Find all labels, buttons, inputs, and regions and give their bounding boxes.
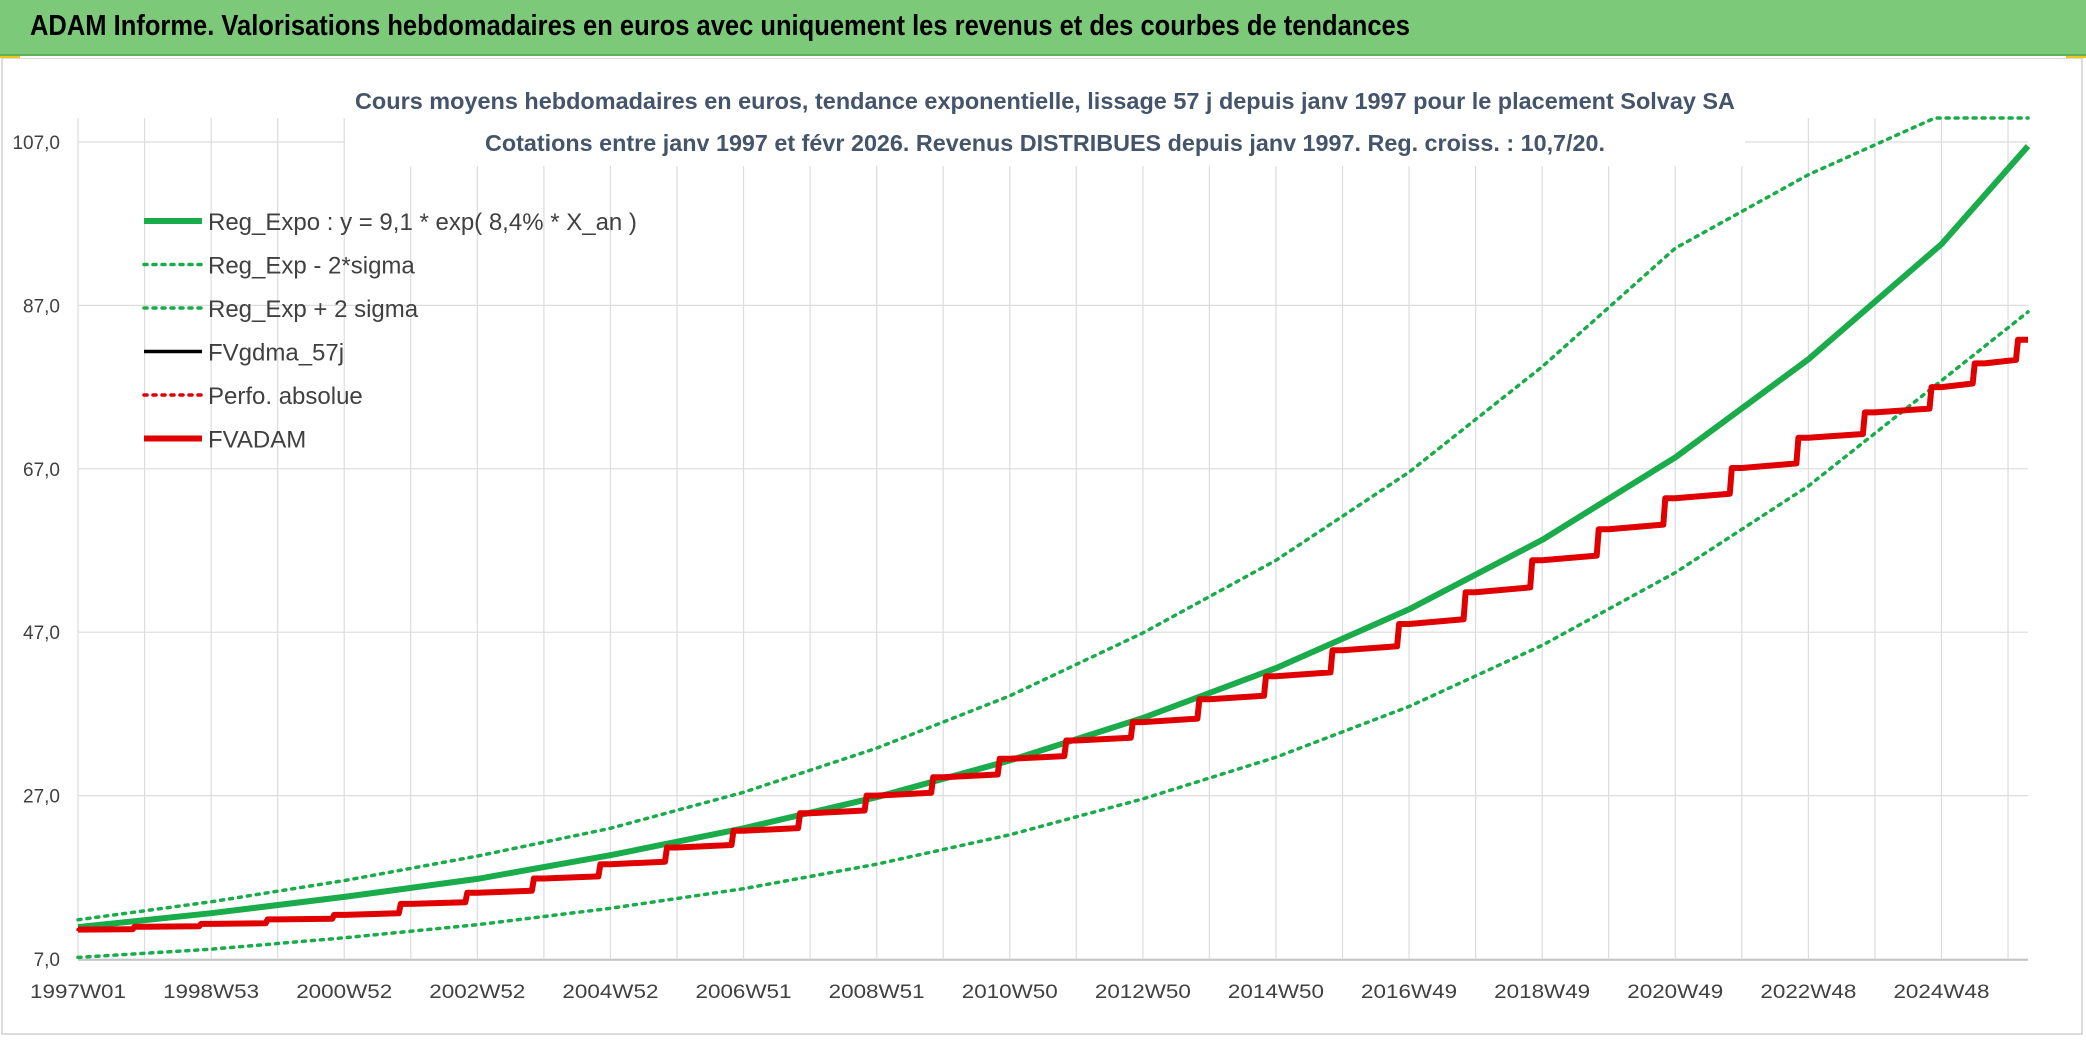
legend-item-perfo-absolue-label: Perfo. absolue [208, 383, 363, 410]
x-tick-label: 2024W48 [1893, 982, 1989, 1003]
x-tick-label: 2018W49 [1494, 982, 1590, 1003]
x-tick-label: 2000W52 [296, 982, 392, 1003]
series-line-reg-minus-2sigma [76, 310, 2030, 960]
report-banner: ADAM Informe. Valorisations hebdomadaire… [0, 0, 2086, 56]
x-tick-label: 1997W01 [30, 982, 126, 1003]
y-tick-label: 107,0 [12, 133, 60, 154]
y-tick-label: 7,0 [34, 950, 60, 971]
x-tick-label: 2002W52 [429, 982, 525, 1003]
legend-item-fvadam-label: FVADAM [208, 427, 306, 454]
y-tick-label: 47,0 [23, 623, 60, 644]
x-tick-label: 2010W50 [962, 982, 1058, 1003]
x-tick-label: 2020W49 [1627, 982, 1723, 1003]
title-backdrop [345, 62, 1745, 166]
x-tick-label: 2006W51 [696, 982, 792, 1003]
x-tick-label: 1998W53 [163, 982, 259, 1003]
legend-item-fvgdma-label: FVgdma_57j [208, 340, 344, 367]
x-tick-label: 2004W52 [562, 982, 658, 1003]
x-tick-label: 2012W50 [1095, 982, 1191, 1003]
series-line-fvadam [77, 336, 2028, 933]
chart-background [0, 58, 2086, 1038]
y-tick-label: 67,0 [23, 460, 60, 481]
x-tick-label: 2008W51 [829, 982, 925, 1003]
x-tick-label: 2022W48 [1760, 982, 1856, 1003]
chart-border [1, 57, 2083, 1035]
series-line-reg-plus-2sigma [76, 116, 2030, 922]
legend-item-reg-minus-2sigma-label: Reg_Exp - 2*sigma [208, 253, 415, 280]
line-chart: 7,0 27,0 47,0 67,0 87,0 107,0 1997W01 1998W53 20… [0, 57, 2086, 1038]
chart-subtitle: Cotations entre janv 1997 et févr 2026. … [485, 130, 1605, 156]
legend-item-reg-expo-label: Reg_Expo : y = 9,1 * exp( 8,4% * X_an ) [208, 209, 637, 236]
chart-legend: Reg_Expo : y = 9,1 * exp( 8,4% * X_an ) R… [142, 209, 637, 454]
chart-area: 7,0 27,0 47,0 67,0 87,0 107,0 1997W01 1998W53 20… [0, 57, 2086, 1038]
x-tick-label: 2014W50 [1228, 982, 1324, 1003]
x-tick-label: 2016W49 [1361, 982, 1457, 1003]
axis-layer: 7,0 27,0 47,0 67,0 87,0 107,0 1997W01 1998W53 20… [12, 133, 2028, 1003]
y-tick-label: 87,0 [23, 296, 60, 317]
y-tick-label: 27,0 [23, 787, 60, 808]
report-title: ADAM Informe. Valorisations hebdomadaire… [30, 10, 1410, 42]
series-layer [76, 116, 2031, 960]
legend-item-reg-plus-2sigma-label: Reg_Exp + 2 sigma [208, 296, 419, 323]
chart-title: Cours moyens hebdomadaires en euros, ten… [355, 88, 1735, 114]
